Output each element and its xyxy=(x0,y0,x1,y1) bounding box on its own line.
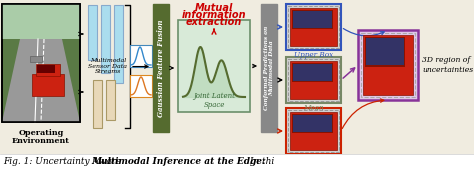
Text: Fig. 1: Uncertainty Aware: Fig. 1: Uncertainty Aware xyxy=(3,157,124,167)
Bar xyxy=(114,5,123,83)
Text: Upper Box: Upper Box xyxy=(294,51,333,59)
Bar xyxy=(286,4,341,50)
Bar xyxy=(288,59,339,101)
Bar xyxy=(261,4,277,132)
Bar xyxy=(0,154,474,182)
Text: Mutual: Mutual xyxy=(195,3,233,13)
Bar xyxy=(130,45,152,67)
Text: In thi: In thi xyxy=(247,157,274,167)
Bar xyxy=(363,35,413,95)
Bar xyxy=(286,57,341,103)
Bar xyxy=(288,110,339,152)
Bar xyxy=(293,64,332,81)
Bar xyxy=(130,75,152,97)
Bar xyxy=(292,63,333,82)
Bar xyxy=(106,80,115,120)
Polygon shape xyxy=(2,39,80,122)
Bar xyxy=(293,115,332,132)
Bar xyxy=(290,8,337,46)
Bar xyxy=(178,20,250,112)
Bar xyxy=(286,108,341,154)
Text: Multimodal
Sensor Data
Streams: Multimodal Sensor Data Streams xyxy=(89,58,128,74)
Bar xyxy=(292,114,333,133)
Text: Operating: Operating xyxy=(18,129,64,137)
Bar xyxy=(36,64,60,76)
Bar xyxy=(2,4,80,122)
Text: Joint Latent
Space: Joint Latent Space xyxy=(193,92,235,109)
Text: 3D region of
uncertainties: 3D region of uncertainties xyxy=(422,56,473,74)
Bar xyxy=(32,74,64,96)
Text: extraction: extraction xyxy=(186,17,242,27)
Bar xyxy=(366,38,404,65)
Bar xyxy=(93,80,102,128)
Bar xyxy=(293,11,332,28)
Bar xyxy=(361,33,415,97)
Bar xyxy=(101,5,110,73)
Polygon shape xyxy=(2,4,80,39)
Bar xyxy=(358,30,418,100)
Text: information: information xyxy=(182,10,246,20)
Bar xyxy=(290,112,337,150)
Bar xyxy=(288,6,339,48)
Text: Gaussian Feature Fusion: Gaussian Feature Fusion xyxy=(157,19,165,117)
Text: Conformal Predictions on
Multimodal Data: Conformal Predictions on Multimodal Data xyxy=(264,26,274,110)
Text: Lower Box: Lower Box xyxy=(294,155,333,163)
Bar xyxy=(365,37,405,67)
Bar xyxy=(153,4,169,132)
Text: Environment: Environment xyxy=(12,137,70,145)
Bar xyxy=(88,5,97,60)
Bar xyxy=(2,4,80,122)
Text: Mean: Mean xyxy=(303,104,324,112)
Text: Multimodal Inference at the Edge:: Multimodal Inference at the Edge: xyxy=(91,157,265,167)
Bar xyxy=(292,10,333,29)
Bar xyxy=(290,61,337,99)
Bar xyxy=(37,65,55,73)
Bar xyxy=(30,56,42,62)
